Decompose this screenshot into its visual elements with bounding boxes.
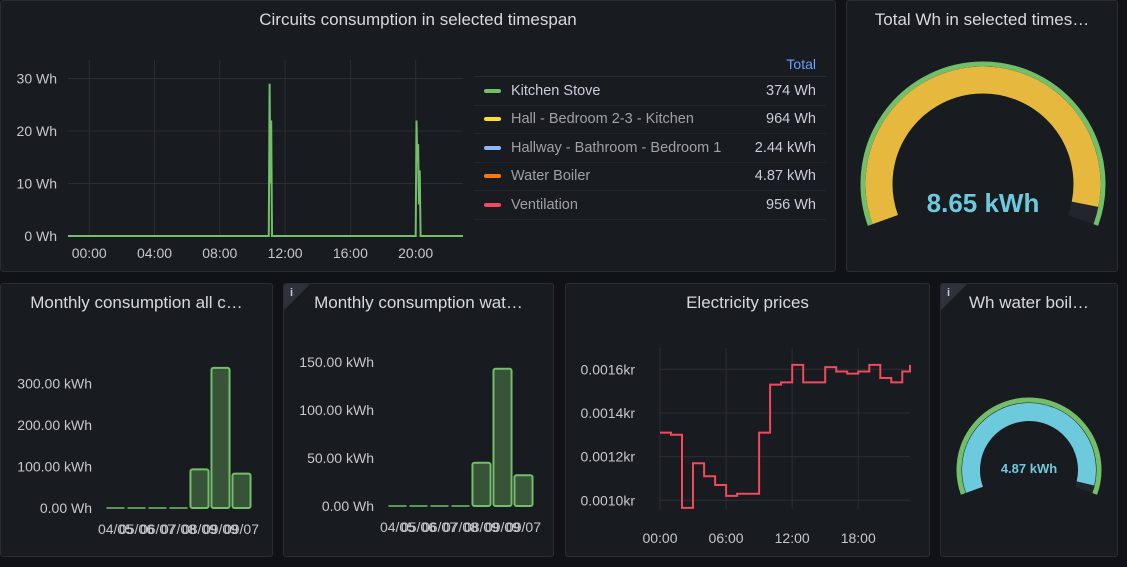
x-tick-label: 00:00: [642, 530, 677, 546]
x-tick-label: 00:00: [72, 245, 107, 261]
threshold-arc: [860, 61, 1106, 226]
info-corner: [941, 284, 967, 310]
x-tick-label: 04/05: [380, 519, 415, 535]
x-tick-label: 16:00: [333, 245, 368, 261]
boiler-gauge: 4.87 kWh: [956, 397, 1102, 495]
x-tick-label: 12:00: [268, 245, 303, 261]
legend-line-icon: [484, 145, 501, 150]
monthly-water-chart[interactable]: 0.00 Wh 50.00 kWh 100.00 kWh 150.00 kWh 04/0…: [284, 284, 554, 557]
monthly-all-panel: Monthly consumption all c… 0.00 Wh 100.00…: [0, 283, 273, 557]
y-tick-label: 20 Wh: [17, 123, 57, 139]
legend-item-water-boiler[interactable]: Water Boiler 4.87 kWh: [474, 163, 826, 191]
gauge-fill: [962, 403, 1096, 493]
legend-total-header[interactable]: Total: [474, 51, 826, 77]
x-tick-label: 06:00: [709, 530, 744, 546]
x-tick-label: 07/08: [161, 521, 196, 537]
x-tick-label: 06/07: [422, 519, 457, 535]
legend-item-label: Kitchen Stove: [511, 82, 601, 99]
circuits-panel: Circuits consumption in selected timespa…: [0, 0, 836, 272]
legend-item-value: 374 Wh: [766, 82, 816, 99]
monthly-water-panel: i Monthly consumption wat… 0.00 Wh 50.00 …: [283, 283, 554, 557]
y-tick-label: 300.00 kWh: [17, 376, 92, 392]
electricity-prices-panel: Electricity prices 0.0010kr 0.0012kr 0.001…: [565, 283, 930, 557]
x-tick-label: 08/09: [182, 521, 217, 537]
y-tick-label: 0.0012kr: [581, 449, 636, 465]
legend-line-icon: [484, 202, 501, 207]
legend-item-value: 4.87 kWh: [754, 168, 816, 185]
x-tick-label: 07/08: [443, 519, 478, 535]
x-tick-label: 20:00: [398, 245, 433, 261]
x-tick-label: 05/06: [401, 519, 436, 535]
legend-item-label: Water Boiler: [511, 168, 591, 185]
x-tick-label: 09/07: [506, 519, 541, 535]
legend-item-label: Ventilation: [511, 196, 578, 213]
threshold-arc: [956, 397, 1102, 495]
bar: [231, 472, 252, 509]
y-tick-label: 100.00 kWh: [299, 402, 374, 418]
x-tick-label: 09/07: [224, 521, 259, 537]
electricity-prices-chart[interactable]: 0.0010kr 0.0012kr 0.0014kr 0.0016kr 00:00 06:…: [566, 284, 930, 557]
y-tick-label: 200.00 kWh: [17, 417, 92, 433]
monthly-all-chart[interactable]: 0.00 Wh 100.00 kWh 200.00 kWh 300.00 kWh 04/…: [1, 284, 273, 557]
x-tick-label: 05/06: [119, 521, 154, 537]
bar: [513, 474, 534, 507]
x-tick-label: 18:00: [841, 530, 876, 546]
legend-line-icon: [484, 174, 501, 179]
circuits-chart[interactable]: 0 Wh 10 Wh 20 Wh 30 Wh 00:00 04:00 08:00 12:00 1…: [1, 1, 471, 272]
legend-item-hallway[interactable]: Hallway - Bathroom - Bedroom 1 2.44 kWh: [474, 134, 826, 163]
y-tick-label: 0.0014kr: [581, 405, 636, 421]
gauge-value: 4.87 kWh: [1001, 461, 1057, 476]
legend-item-label: Hallway - Bathroom - Bedroom 1: [511, 139, 722, 156]
x-tick-label: 04/05: [98, 521, 133, 537]
y-tick-label: 0.0010kr: [581, 492, 636, 508]
legend-item-hall[interactable]: Hall - Bedroom 2-3 - Kitchen 964 Wh: [474, 106, 826, 134]
info-icon[interactable]: i: [947, 287, 951, 299]
price-line: [660, 363, 911, 509]
y-tick-label: 30 Wh: [17, 71, 57, 87]
gauge-fill: [865, 66, 1101, 225]
legend-line-icon: [484, 117, 501, 122]
legend-item-label: Hall - Bedroom 2-3 - Kitchen: [511, 111, 694, 128]
x-tick-label: 06/07: [140, 521, 175, 537]
bar: [471, 461, 492, 508]
x-tick-label: 08/09: [464, 519, 499, 535]
legend-item-value: 956 Wh: [766, 196, 816, 213]
y-tick-label: 0.0016kr: [581, 361, 636, 377]
x-tick-label: 08:00: [202, 245, 237, 261]
y-tick-label: 10 Wh: [17, 176, 57, 192]
y-tick-label: 0.00 Wh: [40, 500, 92, 516]
total-gauge-panel: Total Wh in selected times… 8.65 kWh: [846, 0, 1118, 272]
y-tick-label: 100.00 kWh: [17, 459, 92, 475]
x-tick-label: 04:00: [137, 245, 172, 261]
gauge-value: 8.65 kWh: [927, 188, 1040, 218]
x-tick-label: 12:00: [775, 530, 810, 546]
boiler-gauge-panel: i Wh water boil… 4.87 kWh: [940, 283, 1118, 557]
bar: [189, 468, 210, 510]
y-tick-label: 50.00 kWh: [307, 450, 374, 466]
legend-item-value: 964 Wh: [766, 111, 816, 128]
y-tick-label: 150.00 kWh: [299, 354, 374, 370]
legend: Total Kitchen Stove 374 Wh Hall - Bedroo…: [474, 51, 826, 220]
y-tick-label: 0.00 Wh: [322, 498, 374, 514]
legend-line-icon: [484, 88, 501, 93]
legend-item-ventilation[interactable]: Ventilation 956 Wh: [474, 191, 826, 220]
bar: [492, 367, 513, 507]
legend-item-kitchen-stove[interactable]: Kitchen Stove 374 Wh: [474, 77, 826, 106]
info-corner: [284, 284, 310, 310]
total-gauge: 8.65 kWh: [860, 61, 1106, 226]
x-tick-label: 09/09: [485, 519, 520, 535]
series-line-kitchen-stove: [68, 83, 463, 237]
info-icon[interactable]: i: [290, 287, 294, 299]
legend-item-value: 2.44 kWh: [754, 139, 816, 156]
y-tick-label: 0 Wh: [24, 228, 57, 244]
x-tick-label: 09/09: [203, 521, 238, 537]
bar: [210, 366, 231, 510]
